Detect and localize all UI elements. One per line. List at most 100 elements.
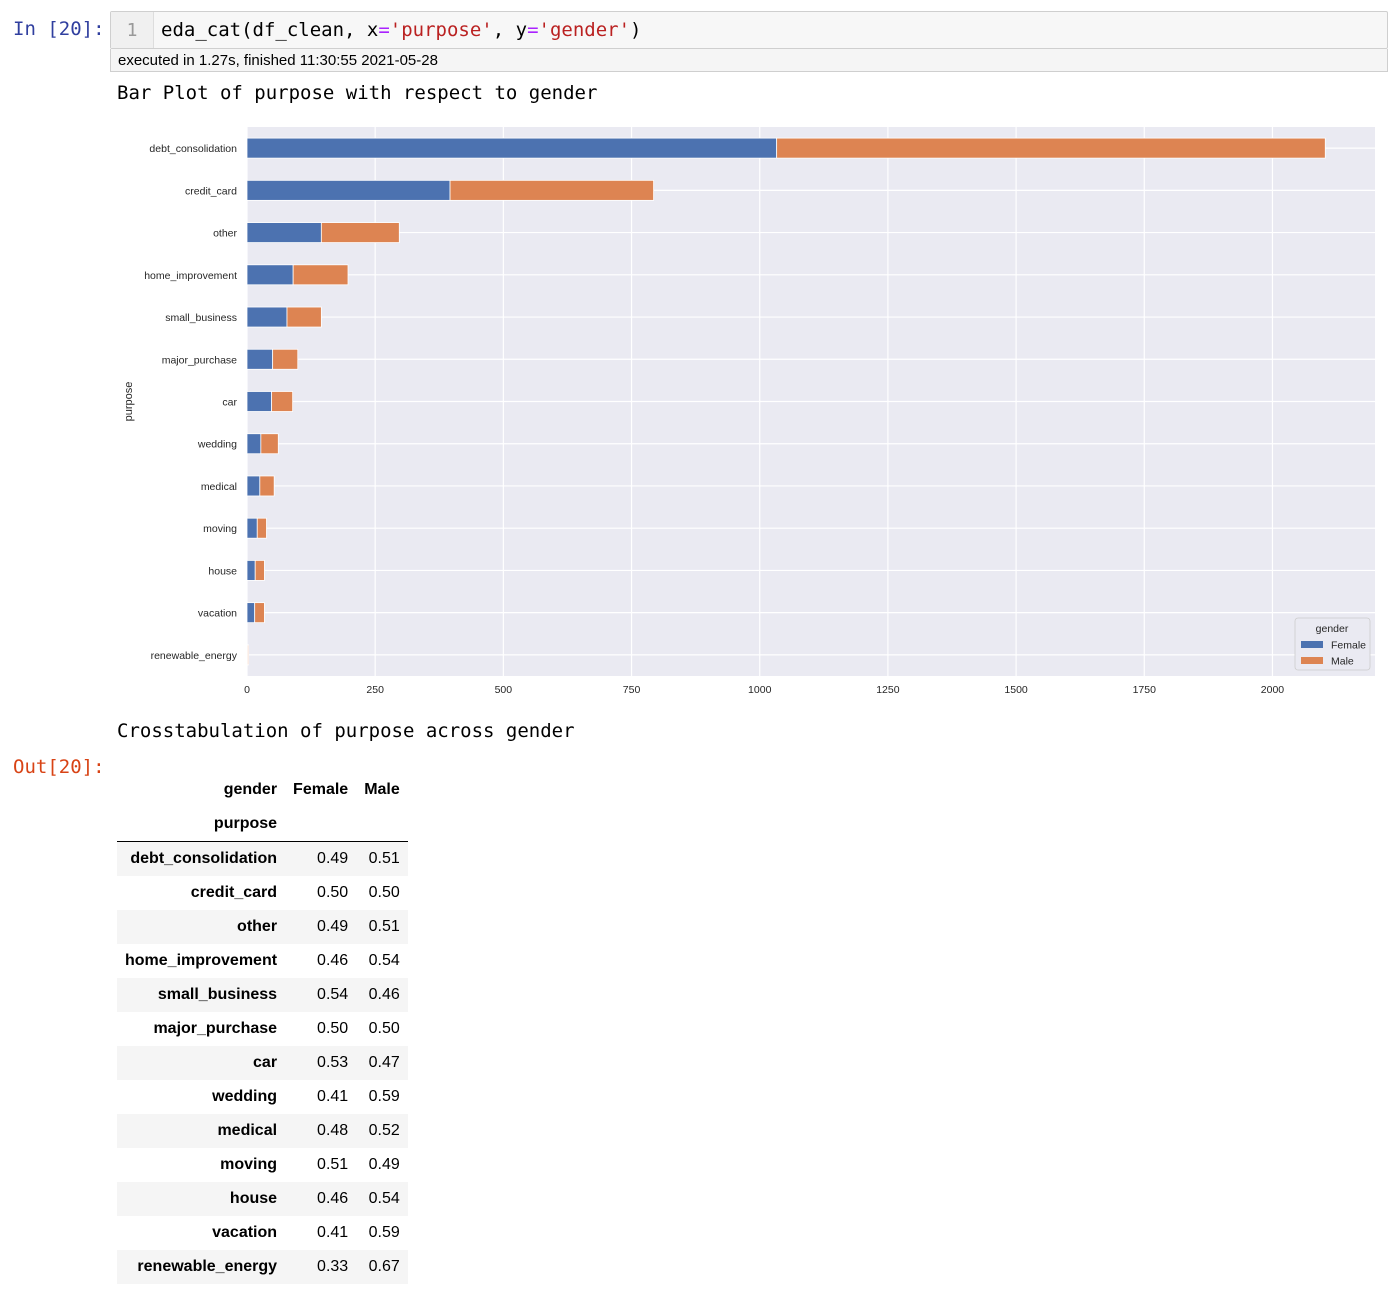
x-tick-label: 250 [366, 684, 384, 696]
row-label: car [253, 1054, 278, 1071]
table-index-row: purpose [117, 807, 408, 842]
cell-value: 0.50 [317, 1020, 349, 1037]
bar-female [246, 475, 261, 497]
cell-value: 0.50 [368, 884, 400, 901]
cell-value: 0.59 [368, 1224, 400, 1241]
row-label: debt_consolidation [130, 850, 278, 867]
table-row: credit_card 0.50 0.50 [117, 876, 408, 910]
line-number: 1 [126, 20, 138, 41]
line-number-gutter: 1 [111, 12, 154, 48]
table-row: car 0.53 0.47 [117, 1046, 408, 1080]
table-row: moving 0.51 0.49 [117, 1148, 408, 1182]
empty-header [285, 807, 357, 842]
x-tick-label: 2000 [1261, 684, 1285, 696]
cell-value: 0.49 [317, 918, 349, 935]
code-string: 'purpose' [389, 19, 493, 41]
column-header: Male [364, 781, 400, 798]
table-row: medical 0.48 0.52 [117, 1114, 408, 1148]
y-tick-label: credit_card [185, 185, 237, 197]
bar-male [260, 433, 279, 455]
legend-swatch-female [1301, 641, 1323, 648]
bar-male [286, 306, 322, 328]
y-tick-label: major_purchase [162, 354, 237, 366]
bar-male [259, 475, 275, 497]
row-label: house [229, 1190, 278, 1207]
row-label: other [237, 918, 278, 935]
legend-title: gender [1316, 623, 1349, 635]
cell-value: 0.51 [317, 1156, 349, 1173]
legend-swatch-male [1301, 657, 1323, 664]
table-row: house 0.46 0.54 [117, 1182, 408, 1216]
code-string: 'gender' [538, 19, 631, 41]
cell-value: 0.51 [368, 918, 400, 935]
y-tick-label: wedding [197, 439, 237, 451]
y-tick-label: renewable_energy [151, 650, 238, 662]
x-tick-label: 0 [244, 684, 250, 696]
code-close: ) [630, 19, 642, 41]
bar-female [246, 264, 294, 286]
crosstab-table: gender Female Male purpose debt_consolid… [117, 773, 408, 1284]
execution-status: executed in 1.27s, finished 11:30:55 202… [118, 52, 438, 69]
table-row: wedding 0.41 0.59 [117, 1080, 408, 1114]
row-label: small_business [157, 986, 278, 1003]
plot-heading: Bar Plot of purpose with respect to gend… [117, 82, 598, 104]
bar-male [247, 644, 249, 666]
table-row: debt_consolidation 0.49 0.51 [117, 841, 408, 876]
cell-value: 0.54 [317, 986, 349, 1003]
bar-male [271, 391, 294, 412]
x-tick-label: 1750 [1133, 684, 1157, 696]
code-operator: = [527, 19, 539, 41]
code-args: , y [492, 19, 528, 41]
table-row: other 0.49 0.51 [117, 910, 408, 944]
table-row: major_purchase 0.50 0.50 [117, 1012, 408, 1046]
code-cell-editor[interactable]: 1 eda_cat(df_clean, x='purpose', y='gend… [110, 11, 1388, 49]
x-tick-label: 1500 [1004, 684, 1028, 696]
row-label: major_purchase [153, 1020, 278, 1037]
cell-value: 0.54 [368, 952, 400, 969]
row-label: vacation [212, 1224, 278, 1241]
cell-value: 0.67 [368, 1258, 400, 1275]
table-row: small_business 0.54 0.46 [117, 978, 408, 1012]
legend-label: Female [1331, 640, 1366, 652]
x-tick-label: 1250 [876, 684, 900, 696]
bar-female [246, 137, 778, 159]
bar-male [449, 179, 654, 201]
cell-value: 0.46 [368, 986, 400, 1003]
bar-female [246, 179, 451, 201]
cell-value: 0.33 [317, 1258, 349, 1275]
cell-value: 0.41 [317, 1224, 349, 1241]
bar-female [246, 517, 258, 539]
index-name: purpose [117, 807, 286, 842]
bar-male [254, 602, 265, 624]
cell-value: 0.59 [368, 1088, 400, 1105]
cell-value: 0.54 [368, 1190, 400, 1207]
input-prompt: In [20]: [13, 18, 105, 40]
code-line[interactable]: eda_cat(df_clean, x='purpose', y='gender… [161, 19, 642, 41]
table-row: renewable_energy 0.33 0.67 [117, 1250, 408, 1284]
bar-male [254, 560, 265, 581]
bar-female [246, 306, 288, 328]
row-label: credit_card [190, 884, 278, 901]
output-prompt: Out[20]: [13, 756, 105, 778]
code-operator: = [378, 19, 390, 41]
bar-male [256, 517, 267, 539]
y-tick-label: moving [203, 523, 237, 535]
bar-female [246, 222, 322, 243]
bar-male [776, 137, 1326, 159]
bar-female [246, 391, 273, 412]
cell-value: 0.46 [317, 1190, 349, 1207]
cell-value: 0.49 [317, 850, 349, 867]
stacked-bar-chart: 0 250 500 750 1000 1250 1500 1750 2000 debt_conso… [123, 127, 1375, 696]
cell-value: 0.46 [317, 952, 349, 969]
y-tick-label: car [222, 397, 237, 409]
empty-header [356, 807, 408, 842]
bar-male [292, 264, 349, 286]
bar-female [246, 602, 256, 624]
y-tick-label: home_improvement [144, 270, 237, 282]
y-tick-label: vacation [198, 608, 237, 620]
y-axis-label: purpose [123, 382, 135, 422]
row-label: medical [217, 1122, 278, 1139]
cell-value: 0.47 [368, 1054, 400, 1071]
cell-value: 0.50 [368, 1020, 400, 1037]
column-header: Female [293, 781, 349, 798]
